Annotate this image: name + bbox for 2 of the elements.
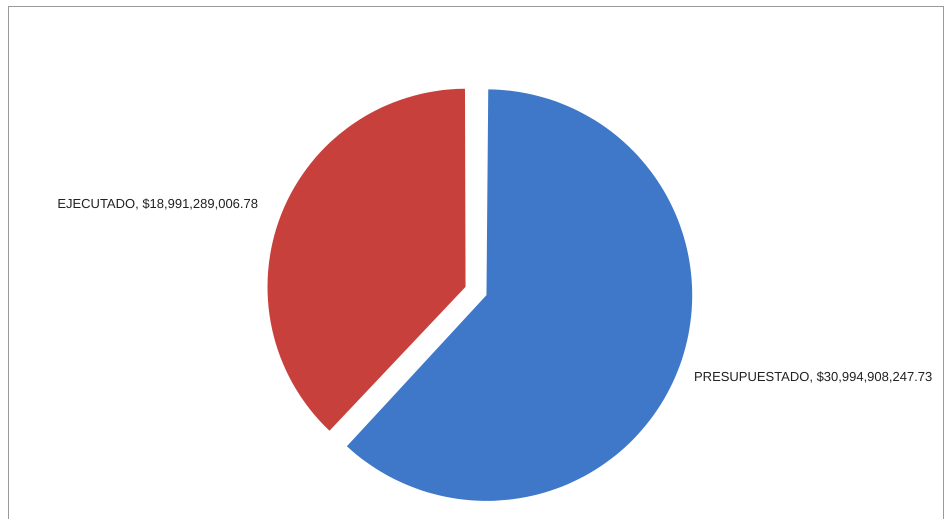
slice-label: PRESUPUESTADO, $30,994,908,247.73 — [694, 368, 932, 384]
slice-label: EJECUTADO, $18,991,289,006.78 — [57, 196, 258, 212]
